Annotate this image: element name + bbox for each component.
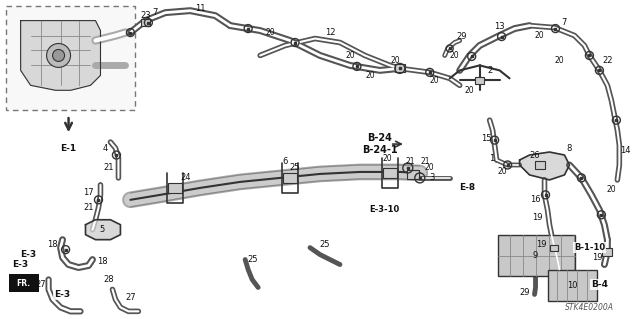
Text: 7: 7 (562, 18, 567, 27)
Text: 22: 22 (602, 56, 612, 65)
Text: 20: 20 (465, 86, 474, 95)
Text: B-24-1: B-24-1 (362, 145, 397, 155)
Text: 19: 19 (592, 253, 603, 262)
Text: 18: 18 (97, 257, 108, 266)
Text: 4: 4 (103, 144, 108, 152)
Text: 20: 20 (382, 153, 392, 162)
Text: E-3: E-3 (20, 250, 36, 259)
Text: 20: 20 (425, 163, 435, 173)
Text: 1: 1 (489, 153, 494, 162)
Text: FR.: FR. (17, 279, 31, 288)
Text: 29: 29 (456, 32, 467, 41)
Circle shape (52, 49, 65, 62)
Text: 2: 2 (487, 66, 492, 75)
Text: STK4E0200A: STK4E0200A (565, 303, 614, 312)
Text: 20: 20 (555, 56, 564, 65)
Circle shape (47, 43, 70, 67)
Text: 20: 20 (534, 31, 545, 40)
Text: B-4: B-4 (591, 280, 608, 289)
Text: 14: 14 (620, 145, 630, 154)
Text: 20: 20 (266, 28, 275, 37)
Bar (9, 274, 38, 293)
Text: 28: 28 (103, 275, 114, 284)
Text: 17: 17 (83, 188, 94, 197)
Bar (547, 270, 597, 301)
Text: 6: 6 (282, 158, 288, 167)
Text: 20: 20 (450, 51, 460, 60)
Text: E-1: E-1 (61, 144, 77, 152)
Text: 25: 25 (320, 240, 330, 249)
Bar (475, 77, 484, 84)
Text: 20: 20 (345, 51, 355, 60)
Text: E-3: E-3 (54, 290, 70, 299)
Text: 21: 21 (83, 203, 93, 212)
Text: 7: 7 (153, 8, 158, 17)
Bar (383, 168, 397, 178)
Text: 23: 23 (140, 11, 150, 20)
Text: B-1-10: B-1-10 (574, 243, 605, 252)
Text: 18: 18 (47, 240, 58, 249)
Text: 5: 5 (100, 225, 105, 234)
Bar (407, 170, 419, 179)
Text: B-24: B-24 (367, 133, 392, 143)
Bar (395, 64, 405, 72)
Text: 10: 10 (567, 281, 578, 290)
Text: 3: 3 (429, 174, 435, 182)
Text: 20: 20 (430, 76, 440, 85)
FancyBboxPatch shape (6, 6, 136, 110)
Text: 27: 27 (35, 280, 46, 289)
Text: 20: 20 (390, 56, 399, 65)
Polygon shape (520, 152, 570, 180)
Text: E-8: E-8 (460, 183, 476, 192)
Text: 29: 29 (519, 288, 530, 297)
Text: 16: 16 (530, 195, 541, 204)
Text: 21: 21 (405, 158, 415, 167)
Polygon shape (20, 21, 100, 90)
Text: 12: 12 (324, 28, 335, 37)
Bar (534, 161, 545, 169)
Text: 25: 25 (247, 255, 257, 264)
Text: 11: 11 (195, 4, 205, 13)
Text: E-3: E-3 (13, 260, 29, 269)
Bar (498, 235, 575, 277)
Text: 19: 19 (536, 240, 547, 249)
Text: 24: 24 (180, 174, 191, 182)
Text: 27: 27 (125, 293, 136, 302)
Bar (168, 183, 182, 193)
Bar (550, 245, 559, 251)
Text: E-3-10: E-3-10 (370, 205, 400, 214)
Text: 20: 20 (498, 167, 508, 176)
Text: 21: 21 (103, 163, 114, 173)
Text: 25: 25 (290, 163, 300, 173)
Text: 19: 19 (532, 213, 543, 222)
Text: 9: 9 (533, 251, 538, 260)
Text: 13: 13 (494, 22, 505, 31)
Text: 20: 20 (365, 71, 374, 80)
Text: 20: 20 (607, 185, 616, 194)
Text: 15: 15 (481, 134, 492, 143)
Bar (602, 248, 612, 256)
Text: 26: 26 (529, 151, 540, 160)
Bar (283, 173, 297, 183)
Text: 8: 8 (567, 144, 572, 152)
Text: 21: 21 (420, 158, 429, 167)
Bar (141, 19, 150, 26)
Polygon shape (86, 220, 120, 240)
